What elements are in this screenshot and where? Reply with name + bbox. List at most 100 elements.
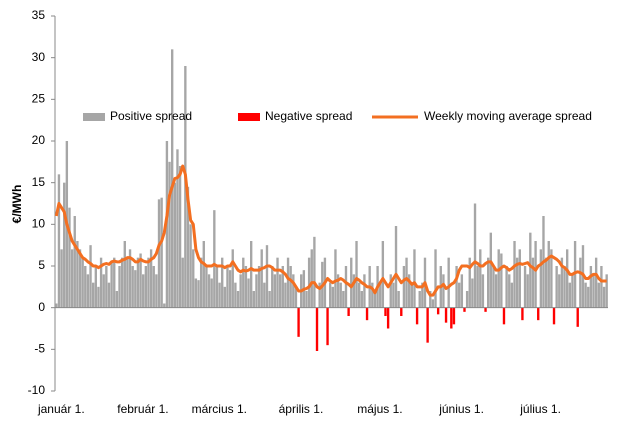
bar [152, 266, 155, 308]
bar [371, 282, 374, 308]
y-tick-label: 10 [32, 217, 46, 231]
bar [531, 257, 535, 308]
bar [223, 286, 227, 308]
bar [547, 241, 550, 308]
bar [426, 307, 429, 343]
bar [110, 261, 113, 308]
bar [281, 266, 284, 308]
bar [202, 241, 205, 308]
bar [231, 249, 234, 308]
bar [589, 266, 593, 308]
bar [205, 266, 208, 308]
bar [289, 266, 292, 308]
bar [360, 291, 363, 308]
bar [571, 274, 574, 308]
bar [226, 266, 229, 308]
bar [276, 257, 279, 308]
bar [131, 266, 134, 308]
bar [313, 236, 316, 308]
bar [73, 216, 76, 308]
bar [118, 266, 121, 308]
bar [181, 257, 184, 308]
bar [476, 266, 479, 308]
bar [307, 257, 311, 308]
bar [123, 241, 126, 308]
bar [142, 274, 145, 308]
bar [213, 210, 216, 308]
bar [444, 307, 448, 323]
y-tick-label: -10 [28, 383, 46, 397]
bar [91, 282, 95, 308]
bar [271, 266, 274, 308]
legend-label: Positive spread [110, 109, 192, 123]
bar [479, 249, 482, 308]
bar [510, 282, 514, 308]
bar [113, 257, 116, 308]
bar [134, 270, 137, 308]
bar [486, 257, 490, 308]
bar [170, 49, 174, 308]
bar [236, 291, 240, 308]
x-tick-label: május 1. [357, 402, 402, 416]
bar [99, 257, 103, 308]
bar [436, 307, 440, 315]
bar [529, 232, 532, 308]
bar [260, 249, 263, 308]
bar [284, 282, 287, 308]
bar [168, 161, 171, 308]
bar [473, 203, 477, 308]
bar [386, 307, 390, 329]
bar [597, 282, 600, 308]
bar [500, 253, 503, 308]
bar [389, 274, 392, 308]
bar [584, 282, 587, 308]
bar [210, 278, 213, 308]
bar [602, 286, 606, 308]
x-tick-label: március 1. [192, 402, 247, 416]
y-tick-label: 15 [32, 175, 46, 189]
bar [157, 199, 161, 308]
bar [552, 307, 556, 325]
bar [178, 166, 182, 308]
bar [97, 286, 100, 308]
bar [252, 291, 256, 308]
bar [526, 274, 529, 308]
bar [471, 278, 474, 308]
y-tick-label: 5 [38, 258, 45, 272]
bar [484, 307, 487, 312]
bar [407, 274, 411, 308]
bar [68, 207, 71, 308]
bar [126, 257, 129, 308]
bar [508, 274, 511, 308]
bar [600, 266, 603, 308]
bar [57, 174, 61, 308]
bar [415, 307, 419, 325]
bar [155, 274, 158, 308]
bar [458, 282, 461, 308]
bar [379, 282, 382, 308]
bar [305, 291, 308, 308]
bar [215, 266, 219, 308]
bar [292, 274, 295, 308]
bar [144, 266, 148, 308]
bar [265, 245, 269, 308]
bar [255, 274, 258, 308]
bar [550, 249, 553, 308]
bar [128, 249, 132, 308]
bar [173, 182, 177, 308]
y-tick-label: -5 [34, 342, 45, 356]
bar [336, 274, 340, 308]
bar [176, 149, 179, 308]
bar [149, 249, 153, 308]
bar [197, 280, 200, 308]
bar [102, 274, 105, 308]
bar [86, 274, 90, 308]
bar [394, 226, 398, 308]
legend-swatch [238, 113, 260, 121]
bar [434, 249, 437, 308]
bar [497, 249, 500, 308]
bar [534, 241, 537, 308]
bar [105, 266, 108, 308]
bar [350, 257, 353, 308]
bar [352, 274, 356, 308]
